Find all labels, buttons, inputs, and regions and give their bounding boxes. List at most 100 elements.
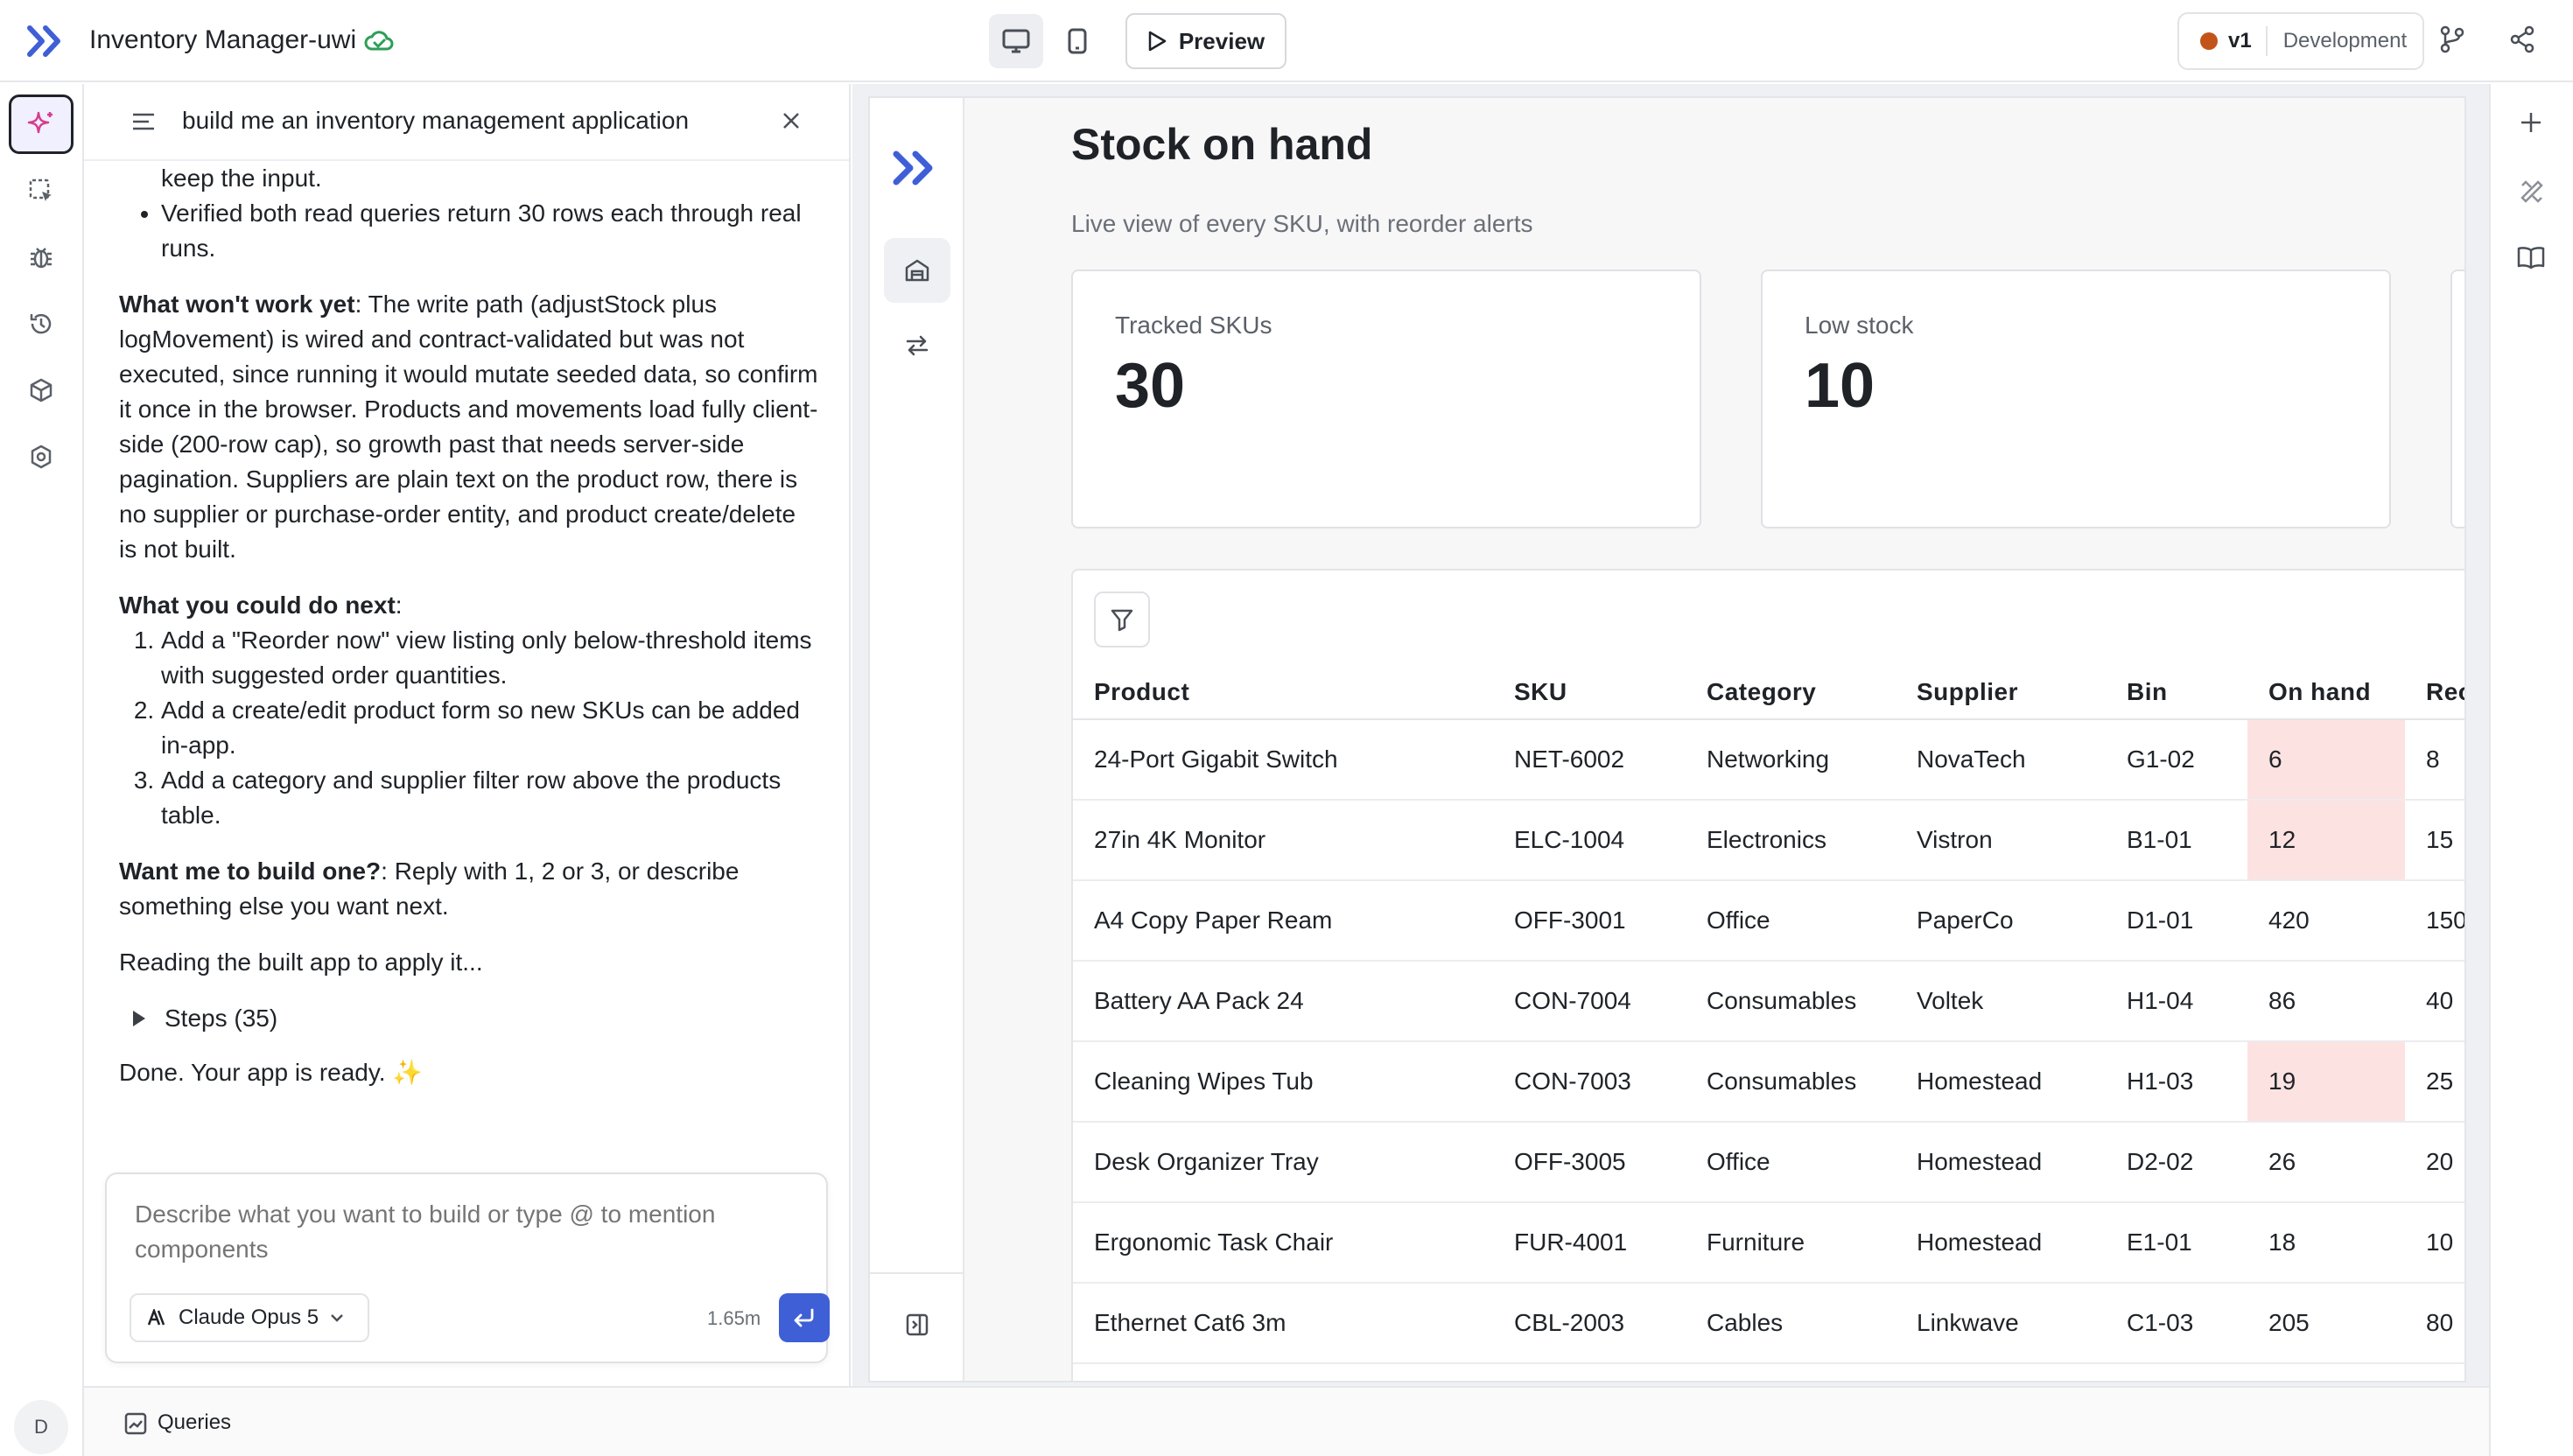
cell-bin: D2-02	[2106, 1122, 2247, 1203]
message-bullet: Verified both read queries return 30 row…	[161, 196, 819, 266]
cell-supplier: Homestead	[1896, 1202, 2106, 1284]
cell-supplier: Voltek	[1896, 961, 2106, 1042]
cloud-check-icon	[364, 28, 394, 54]
collapse-sidebar-icon[interactable]	[905, 1312, 929, 1337]
cell-product: Cleaning Wipes Tub	[1073, 1041, 1493, 1123]
nav-movements[interactable]	[884, 313, 950, 378]
history-button[interactable]	[9, 294, 74, 354]
stat-card-low-stock: Low stock 10	[1761, 270, 2391, 528]
column-header[interactable]: On hand	[2247, 665, 2405, 720]
select-element-button[interactable]	[9, 161, 74, 220]
chevron-down-icon	[331, 1314, 343, 1322]
design-tools-icon[interactable]	[2519, 178, 2545, 205]
retool-logo-icon[interactable]	[26, 24, 67, 58]
table-row[interactable]: Battery AA Pack 24 CON-7004 Consumables Vol…	[1073, 961, 2464, 1042]
cell-on-hand: 86	[2247, 961, 2405, 1042]
table-row[interactable]: Ethernet Cat6 3m CBL-2003 Cables Linkwave C1…	[1073, 1283, 2464, 1364]
caret-right-icon	[133, 1011, 145, 1026]
column-header[interactable]: Product	[1073, 665, 1493, 720]
cell-product: A4 Copy Paper Ream	[1073, 880, 1493, 962]
warehouse-icon	[905, 259, 929, 282]
token-count: 1.65m	[707, 1307, 761, 1329]
phone-icon	[1068, 28, 1087, 54]
list-item: Add a category and supplier filter row a…	[161, 763, 819, 833]
table-row[interactable]: Cleaning Wipes Tub CON-7003 Consumables Hom…	[1073, 1041, 2464, 1123]
stat-card-tracked-skus: Tracked SKUs 30	[1071, 270, 1701, 528]
top-bar: Inventory Manager-uwi Preview v1 Develop…	[0, 0, 2573, 82]
avatar[interactable]: D	[14, 1400, 68, 1454]
column-header[interactable]: Category	[1686, 665, 1896, 720]
cell-product: Desk Organizer Tray	[1073, 1122, 1493, 1203]
bug-icon	[31, 248, 52, 269]
column-header[interactable]: Bin	[2106, 665, 2247, 720]
cell-bin: G1-02	[2106, 719, 2247, 801]
settings-button[interactable]	[9, 427, 74, 486]
send-button[interactable]	[779, 1293, 830, 1342]
filter-button[interactable]	[1094, 592, 1150, 648]
table-row[interactable]: 27in 4K Monitor ELC-1004 Electronics Vistro…	[1073, 800, 2464, 881]
cell-on-hand: 19	[2247, 1041, 2405, 1123]
cell-on-hand: 420	[2247, 880, 2405, 962]
model-selector[interactable]: Claude Opus 5	[130, 1293, 369, 1342]
menu-icon[interactable]	[131, 112, 156, 131]
cell-on-hand: 205	[2247, 1283, 2405, 1364]
message-paragraph: Done. Your app is ready. ✨	[119, 1059, 424, 1086]
table-row[interactable]: A4 Copy Paper Ream OFF-3001 Office PaperCo D…	[1073, 880, 2464, 962]
products-table: Product SKU Category Supplier Bin On han…	[1073, 665, 2464, 1364]
queries-bar[interactable]: Queries	[84, 1386, 2489, 1456]
message-line: keep the input.	[161, 164, 322, 192]
table-row[interactable]: Ergonomic Task Chair FUR-4001 Furniture Hom…	[1073, 1202, 2464, 1284]
list-item: Add a "Reorder now" view listing only be…	[161, 623, 819, 693]
cell-supplier: Linkwave	[1896, 1283, 2106, 1364]
table-row[interactable]: 24-Port Gigabit Switch NET-6002 Networking…	[1073, 719, 2464, 801]
prompt-input[interactable]	[135, 1197, 800, 1270]
plus-icon[interactable]	[2519, 110, 2543, 135]
book-icon[interactable]	[2517, 245, 2545, 270]
sparkle-emoji: ✨	[392, 1059, 424, 1086]
cell-sku: ELC-1004	[1493, 800, 1686, 881]
app-main: Stock on hand Live view of every SKU, wi…	[964, 98, 2464, 1381]
message-paragraph: Reading the built app to apply it...	[119, 948, 483, 976]
table-header-row: Product SKU Category Supplier Bin On han…	[1073, 665, 2464, 720]
cell-category: Office	[1686, 1122, 1896, 1203]
stat-label: Low stock	[1805, 312, 1914, 339]
column-header[interactable]: Supplier	[1896, 665, 2106, 720]
preview-button[interactable]: Preview	[1125, 13, 1286, 69]
steps-toggle[interactable]: Steps (35)	[133, 1001, 819, 1036]
preview-label: Preview	[1178, 27, 1265, 54]
column-header[interactable]: Reorder	[2405, 665, 2464, 720]
cell-reorder: 150	[2405, 880, 2464, 962]
queries-label: Queries	[158, 1410, 232, 1434]
nav-warehouse[interactable]	[884, 238, 950, 303]
stat-value: 30	[1115, 351, 1186, 421]
cell-reorder: 25	[2405, 1041, 2464, 1123]
environment-selector[interactable]: v1 Development	[2177, 12, 2424, 70]
ai-assistant-button[interactable]	[9, 94, 74, 154]
close-icon[interactable]	[781, 110, 802, 131]
next-steps-list: Add a "Reorder now" view listing only be…	[161, 623, 819, 833]
cell-bin: C1-03	[2106, 1283, 2247, 1364]
table-row[interactable]: Desk Organizer Tray OFF-3005 Office Homeste…	[1073, 1122, 2464, 1203]
components-button[interactable]	[9, 360, 74, 420]
cell-category: Office	[1686, 880, 1896, 962]
debug-button[interactable]	[9, 228, 74, 287]
cell-reorder: 15	[2405, 800, 2464, 881]
play-icon	[1148, 31, 1167, 52]
cell-category: Consumables	[1686, 961, 1896, 1042]
app-title[interactable]: Inventory Manager-uwi	[89, 25, 357, 54]
chat-header: build me an inventory management applica…	[84, 84, 849, 161]
cell-reorder: 20	[2405, 1122, 2464, 1203]
branch-icon[interactable]	[2438, 24, 2466, 54]
cell-on-hand: 6	[2247, 719, 2405, 801]
column-header[interactable]: SKU	[1493, 665, 1686, 720]
mobile-view-button[interactable]	[1050, 14, 1104, 68]
stat-value: 10	[1805, 351, 1875, 421]
share-icon[interactable]	[2508, 24, 2536, 54]
cell-supplier: Vistron	[1896, 800, 2106, 881]
cube-icon	[30, 378, 53, 402]
cell-category: Cables	[1686, 1283, 1896, 1364]
cell-bin: H1-03	[2106, 1041, 2247, 1123]
enter-icon	[794, 1308, 814, 1327]
app-logo-icon	[891, 149, 940, 187]
desktop-view-button[interactable]	[989, 14, 1043, 68]
